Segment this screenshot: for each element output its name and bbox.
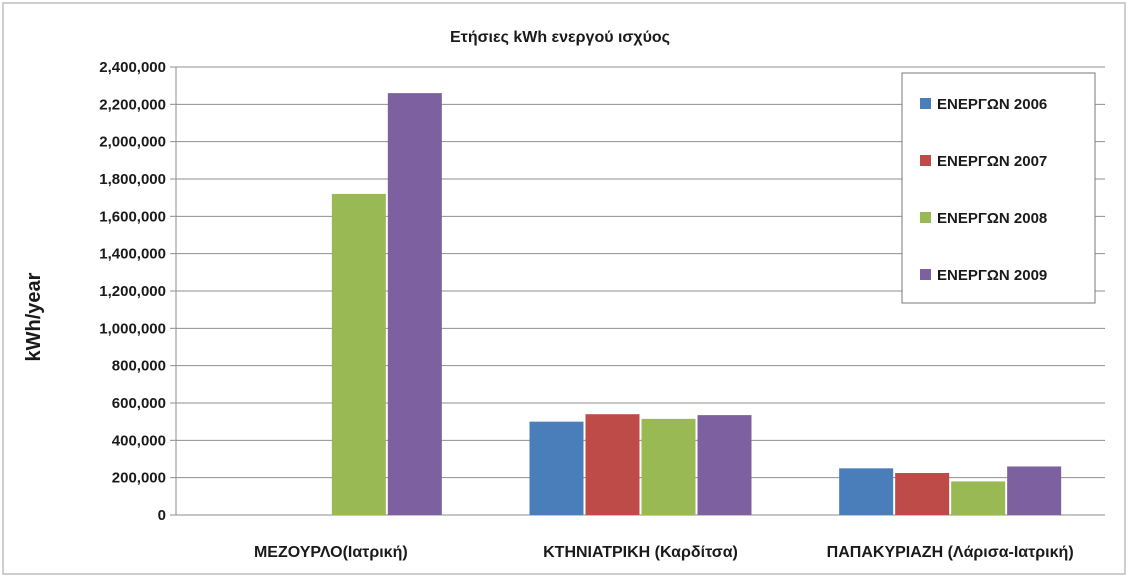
y-tick-label: 1,400,000	[99, 246, 166, 263]
bar-4-1	[388, 93, 442, 515]
legend: ΕΝΕΡΓΩΝ 2006 ΕΝΕΡΓΩΝ 2007 ΕΝΕΡΓΩΝ 2008 ΕΝΕΡ…	[902, 73, 1095, 303]
legend-swatch	[920, 212, 931, 223]
bar-4-3	[1007, 466, 1061, 515]
y-tick-label: 800,000	[112, 358, 166, 375]
bar-3-1	[332, 194, 386, 515]
chart-title: Ετήσιες kWh ενεργού ισχύος	[450, 29, 670, 46]
legend-swatch	[920, 98, 931, 109]
legend-label: ΕΝΕΡΓΩΝ 2008	[937, 210, 1047, 227]
bar-3-3	[951, 481, 1005, 515]
bar-1-3	[839, 468, 893, 515]
legend-label: ΕΝΕΡΓΩΝ 2007	[937, 153, 1047, 170]
y-tick-label: 600,000	[112, 395, 166, 412]
y-tick-label: 200,000	[112, 470, 166, 487]
y-tick-label: 2,400,000	[99, 59, 166, 76]
x-tick-label: ΜΕΖΟΥΡΛΟ(Ιατρική)	[254, 544, 408, 561]
y-tick-label: 1,600,000	[99, 208, 166, 225]
legend-swatch	[920, 269, 931, 280]
y-tick-label: 2,200,000	[99, 96, 166, 113]
y-tick-label: 400,000	[112, 432, 166, 449]
x-tick-label: ΚΤΗΝΙΑΤΡΙΚΗ (Καρδίτσα)	[543, 544, 738, 561]
y-tick-label: 2,000,000	[99, 134, 166, 151]
legend-label: ΕΝΕΡΓΩΝ 2009	[937, 267, 1047, 284]
y-axis-label: kWh/year	[23, 272, 45, 361]
bar-1-2	[530, 422, 584, 515]
bar-3-2	[642, 419, 696, 515]
x-tick-label: ΠΑΠΑΚΥΡΙΑΖΗ (Λάρισα-Ιατρική)	[827, 544, 1074, 561]
x-axis-labels: ΜΕΖΟΥΡΛΟ(Ιατρική) ΚΤΗΝΙΑΤΡΙΚΗ (Καρδίτσα) Π…	[254, 544, 1074, 561]
bar-4-2	[698, 415, 752, 515]
bar-2-3	[895, 473, 949, 515]
y-tick-label: 0	[158, 507, 166, 524]
legend-swatch	[920, 155, 931, 166]
y-tick-label: 1,200,000	[99, 283, 166, 300]
bar-2-2	[586, 414, 640, 515]
legend-label: ΕΝΕΡΓΩΝ 2006	[937, 96, 1047, 113]
y-tick-label: 1,800,000	[99, 171, 166, 188]
y-tick-label: 1,000,000	[99, 320, 166, 337]
